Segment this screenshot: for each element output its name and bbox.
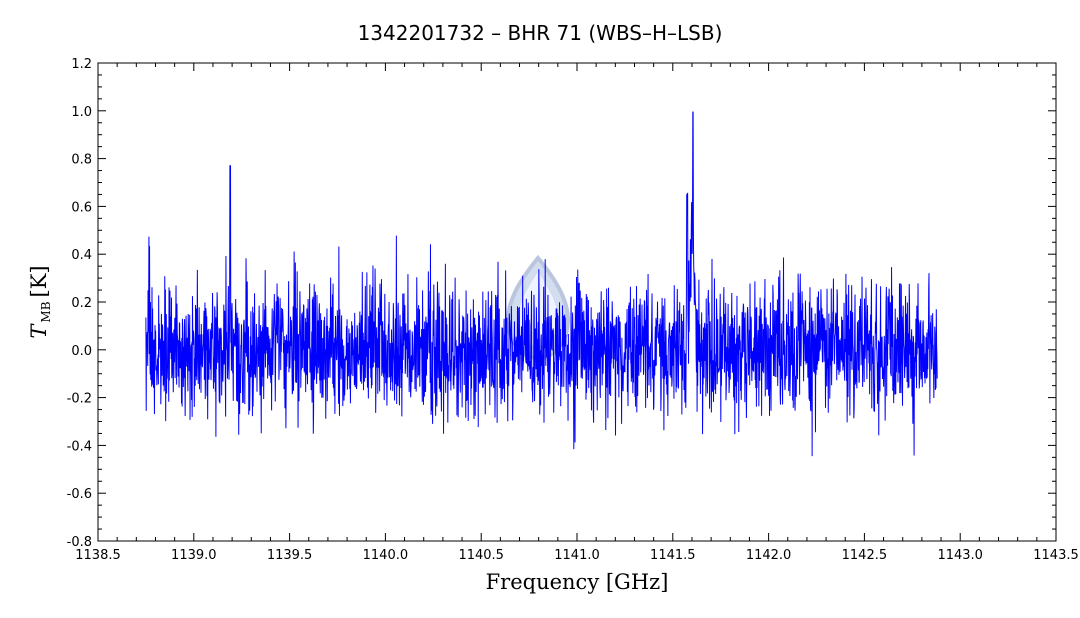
y-axis-label: TMB [K]: [27, 265, 53, 338]
x-tick-label: 1143.5: [1033, 548, 1079, 563]
x-tick-label: 1142.0: [746, 548, 792, 563]
y-axis-label-subscript: MB: [39, 301, 53, 322]
y-axis-label-unit: [K]: [27, 265, 51, 297]
y-tick-label: -0.4: [67, 439, 92, 454]
y-axis-label-symbol: T: [27, 323, 51, 339]
x-tick-label: 1140.5: [458, 548, 504, 563]
x-tick-label: 1138.5: [75, 548, 121, 563]
y-tick-label: -0.2: [67, 392, 92, 407]
y-tick-label: 0.2: [71, 296, 92, 311]
spectrum-series-line: [145, 111, 938, 457]
x-tick-label: 1140.0: [363, 548, 409, 563]
y-tick-label: 0.6: [71, 200, 92, 215]
x-axis: 1138.5 1139.0 1139.5 1140.0 1140.5 1141.0 1141…: [75, 63, 1079, 563]
x-tick-label: 1141.5: [650, 548, 696, 563]
y-axis: -0.8 -0.6 -0.4 -0.2 0.0 0.2 0.4 0.6 0.8 1.0 1.2: [67, 57, 1056, 550]
y-tick-label: -0.6: [67, 487, 92, 502]
y-tick-label: 0.8: [71, 153, 92, 168]
svg-text:TMB[K]: TMB [K]: [27, 265, 53, 338]
x-tick-label: 1139.0: [171, 548, 217, 563]
y-tick-label: 0.4: [71, 248, 92, 263]
x-tick-label: 1142.5: [842, 548, 888, 563]
y-tick-label: -0.8: [67, 535, 92, 550]
x-tick-label: 1141.0: [554, 548, 600, 563]
x-tick-label: 1139.5: [267, 548, 313, 563]
y-tick-label: 1.2: [71, 57, 92, 72]
x-tick-label: 1143.0: [937, 548, 983, 563]
x-axis-label: Frequency [GHz]: [486, 570, 669, 594]
y-tick-label: 1.0: [71, 105, 92, 120]
y-tick-label: 0.0: [71, 344, 92, 359]
chart-title: 1342201732 – BHR 71 (WBS–H–LSB): [358, 21, 723, 45]
series-layer: [145, 111, 938, 457]
